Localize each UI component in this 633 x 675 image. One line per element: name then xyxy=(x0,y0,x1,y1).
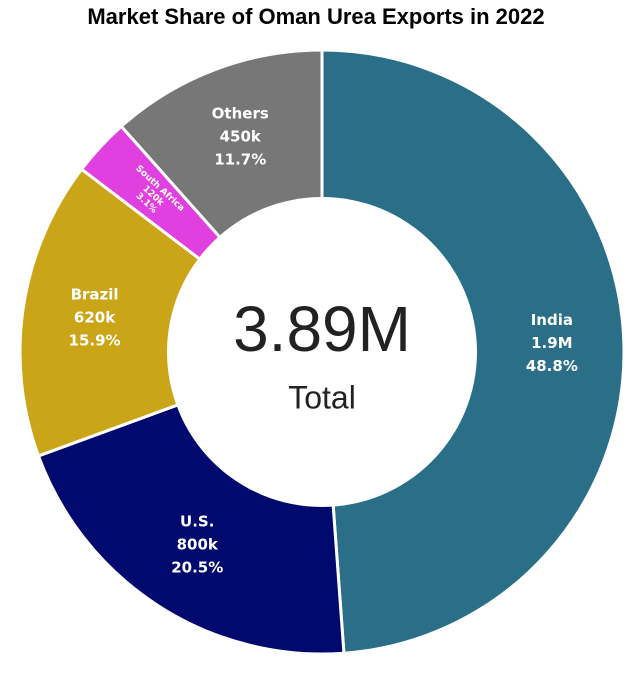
slice-label-text: 15.9% xyxy=(69,331,121,349)
slice-label-text: Others xyxy=(212,105,269,123)
slice-label-text: 800k xyxy=(177,536,219,554)
slice-label-text: 1.9M xyxy=(531,334,573,352)
slice-label: U.S. 800k 20.5% xyxy=(171,513,223,577)
slice-label-text: 620k xyxy=(74,308,116,326)
slice xyxy=(18,167,326,458)
slice-label-text: 11.7% xyxy=(214,151,266,169)
slice-label-text: 450k xyxy=(220,128,262,146)
slice-label-text: U.S. xyxy=(180,513,214,531)
slice-label: Others 450k 11.7% xyxy=(212,105,269,169)
slice-label: India 1.9M 48.8% xyxy=(526,311,578,375)
slice-label-text: India xyxy=(531,311,573,329)
donut-hole xyxy=(167,197,477,507)
slice-label-text: Brazil xyxy=(71,285,119,303)
chart-title: Market Share of Oman Urea Exports in 202… xyxy=(87,4,544,29)
slice-label-text: 48.8% xyxy=(526,357,578,375)
center-value: 3.89M xyxy=(233,293,411,365)
slice-label: Brazil 620k 15.9% xyxy=(69,285,121,349)
center-label: Total xyxy=(288,379,356,415)
slice-label-text: 20.5% xyxy=(171,559,223,577)
